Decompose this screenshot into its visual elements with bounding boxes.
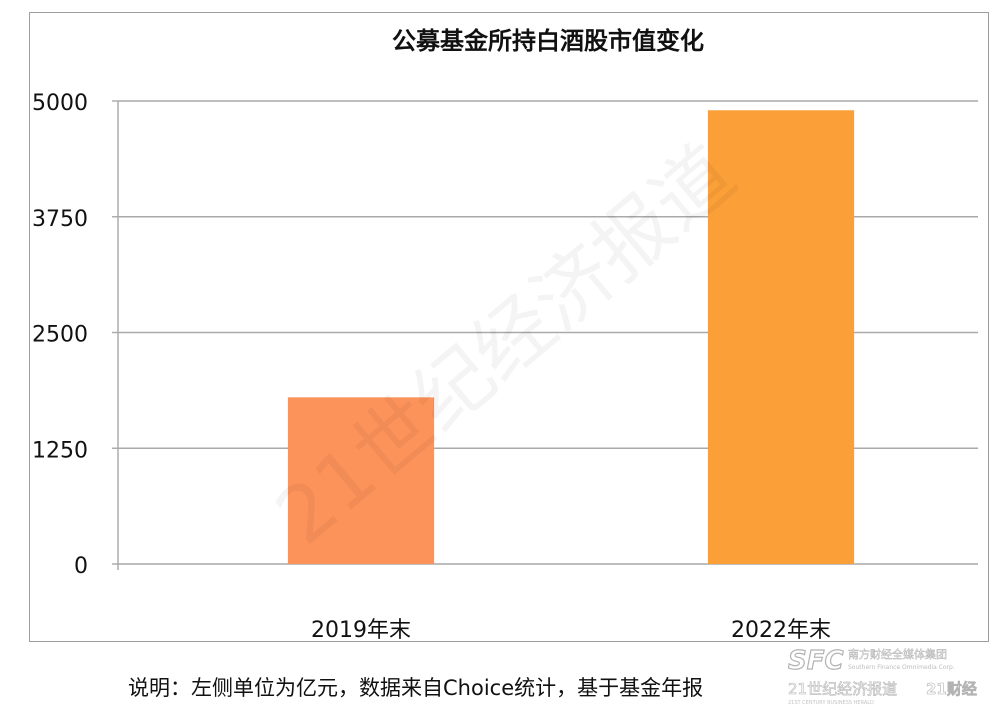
chart-title: 公募基金所持白酒股市值变化 [392,27,704,55]
bar-2019年末 [287,397,435,564]
x-tick-label: 2022年末 [731,618,831,643]
bar-2022年末 [707,110,855,564]
y-tick-label: 1250 [32,438,88,463]
logo-brand1-en: 21ST CENTURY BUSINESS HERALD [788,700,874,706]
x-tick-label: 2019年末 [311,618,411,643]
y-tick-label: 0 [74,554,88,579]
bar-chart: 公募基金所持白酒股市值变化 0 1250 2500 3750 5000 2019年末 202… [32,27,978,643]
y-tick-label: 5000 [32,91,88,116]
y-tick-label: 2500 [32,323,88,348]
logo-brand1: 21世纪经济报道 [788,680,897,698]
y-tick-label: 3750 [32,207,88,232]
chart-note: 说明：左侧单位为亿元，数据来自Choice统计，基于基金年报 [128,676,704,700]
logo-brand2: 21财经 [926,680,977,698]
logo-group-en: Southern Finance Omnimedia Corp. [848,664,955,671]
